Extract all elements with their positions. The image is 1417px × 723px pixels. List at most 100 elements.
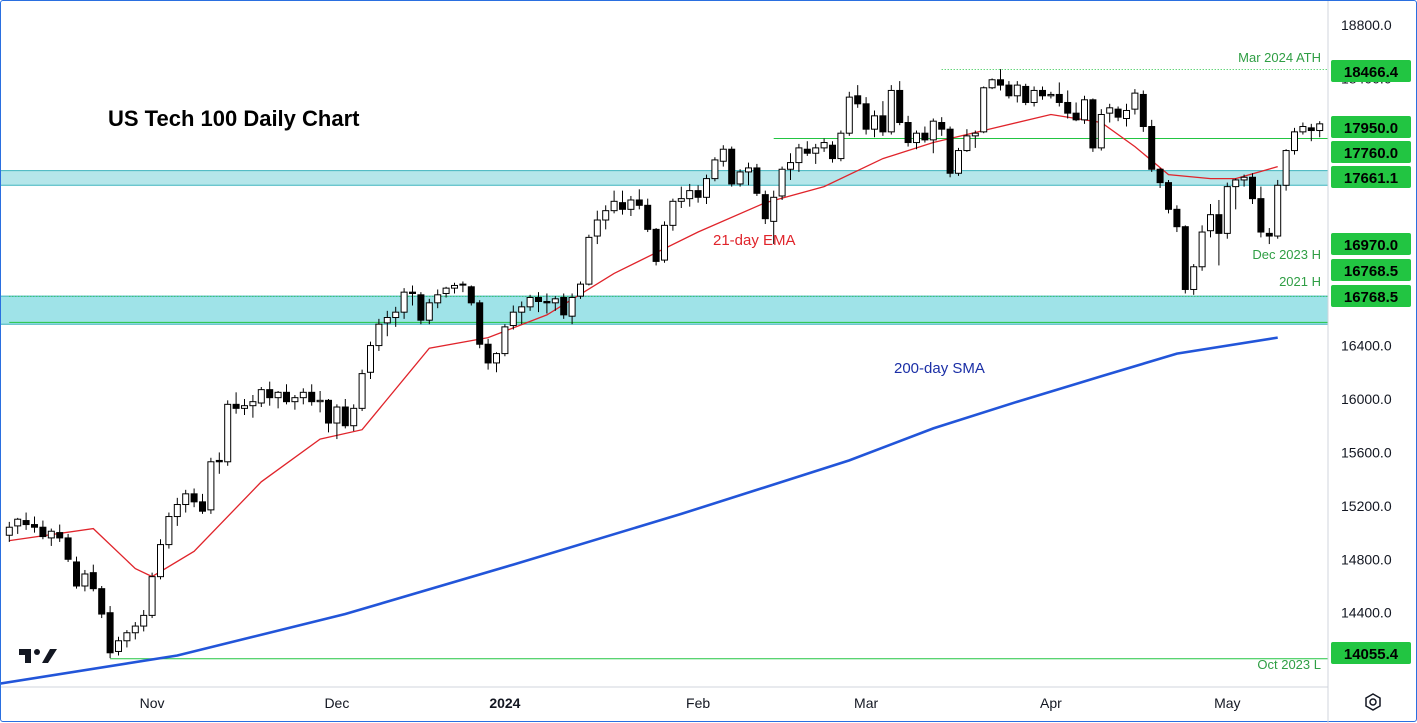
candle[interactable]: [207, 457, 215, 514]
candle[interactable]: [938, 117, 946, 136]
candle[interactable]: [1207, 203, 1214, 238]
candle[interactable]: [1114, 106, 1122, 122]
candle[interactable]: [879, 101, 887, 136]
candle[interactable]: [1055, 82, 1063, 107]
candle[interactable]: [778, 166, 786, 200]
candle[interactable]: [526, 294, 534, 311]
candle[interactable]: [358, 369, 366, 412]
price-tag[interactable]: 16768.5: [1331, 285, 1411, 307]
candle[interactable]: [232, 392, 240, 414]
candle[interactable]: [241, 399, 248, 416]
candle[interactable]: [887, 85, 895, 135]
candle[interactable]: [761, 190, 769, 225]
candle[interactable]: [577, 281, 584, 299]
candle[interactable]: [1299, 122, 1307, 135]
candle[interactable]: [375, 318, 383, 351]
candle[interactable]: [551, 296, 559, 311]
candle[interactable]: [1089, 98, 1097, 152]
candle[interactable]: [215, 452, 223, 474]
price-tag[interactable]: 17760.0: [1331, 141, 1411, 163]
candle[interactable]: [22, 512, 30, 530]
candle[interactable]: [199, 493, 206, 514]
candle[interactable]: [1165, 179, 1172, 214]
candle[interactable]: [619, 190, 626, 215]
candle[interactable]: [98, 586, 106, 619]
candle[interactable]: [1307, 123, 1315, 142]
candle[interactable]: [89, 564, 97, 592]
candle[interactable]: [921, 126, 929, 143]
candle[interactable]: [1047, 91, 1055, 99]
candle[interactable]: [56, 524, 64, 542]
candle[interactable]: [333, 404, 341, 440]
candle[interactable]: [770, 190, 778, 245]
candle[interactable]: [929, 118, 937, 154]
candle[interactable]: [669, 198, 677, 231]
candle[interactable]: [904, 115, 912, 147]
candle[interactable]: [173, 497, 181, 526]
candle[interactable]: [1215, 199, 1223, 266]
candle[interactable]: [585, 234, 593, 286]
candle[interactable]: [1173, 205, 1181, 233]
candle[interactable]: [913, 130, 920, 150]
candle[interactable]: [467, 285, 475, 306]
candle[interactable]: [39, 520, 47, 540]
candle[interactable]: [795, 143, 803, 172]
candle[interactable]: [1282, 149, 1290, 191]
candle[interactable]: [593, 210, 601, 245]
candle[interactable]: [451, 282, 458, 294]
candle[interactable]: [291, 394, 299, 410]
candle[interactable]: [635, 189, 643, 210]
candle[interactable]: [703, 174, 710, 204]
candle[interactable]: [140, 610, 148, 632]
candle[interactable]: [1181, 225, 1189, 294]
price-tag[interactable]: 17950.0: [1331, 116, 1411, 138]
candle[interactable]: [837, 130, 845, 162]
candle[interactable]: [1291, 127, 1298, 155]
candle[interactable]: [736, 169, 744, 187]
candle[interactable]: [383, 310, 391, 337]
price-tag[interactable]: 18466.4: [1331, 60, 1411, 82]
candle[interactable]: [627, 195, 635, 217]
candle[interactable]: [535, 292, 542, 313]
candle[interactable]: [409, 285, 416, 306]
candle[interactable]: [224, 400, 232, 466]
candle[interactable]: [64, 533, 72, 562]
candle[interactable]: [812, 143, 820, 164]
candle[interactable]: [787, 153, 794, 180]
candle[interactable]: [1198, 225, 1206, 271]
candle[interactable]: [745, 162, 752, 186]
candle[interactable]: [1257, 186, 1265, 238]
candle[interactable]: [299, 388, 307, 405]
candle[interactable]: [31, 516, 38, 533]
candle[interactable]: [518, 301, 526, 325]
candle[interactable]: [425, 298, 433, 325]
candle[interactable]: [266, 381, 274, 406]
candle[interactable]: [1097, 109, 1105, 151]
candle[interactable]: [73, 556, 80, 589]
candle[interactable]: [400, 288, 408, 319]
candle[interactable]: [493, 352, 500, 373]
candle[interactable]: [1022, 83, 1030, 106]
gear-icon[interactable]: [1365, 693, 1381, 711]
candle[interactable]: [1072, 102, 1080, 122]
candle[interactable]: [47, 528, 55, 546]
candle[interactable]: [661, 221, 668, 263]
candle[interactable]: [946, 126, 954, 178]
candle[interactable]: [182, 489, 190, 513]
candle[interactable]: [1223, 182, 1231, 239]
candle[interactable]: [106, 606, 114, 659]
candle[interactable]: [81, 569, 89, 592]
candle[interactable]: [568, 293, 576, 325]
candle[interactable]: [283, 384, 290, 405]
candle[interactable]: [316, 390, 324, 413]
candle[interactable]: [1156, 167, 1164, 188]
candle[interactable]: [694, 185, 702, 203]
candle[interactable]: [459, 281, 467, 293]
candle[interactable]: [509, 305, 517, 330]
candle[interactable]: [1106, 103, 1114, 123]
candle[interactable]: [1064, 90, 1072, 119]
price-tag[interactable]: 14055.4: [1331, 642, 1411, 664]
candle[interactable]: [325, 399, 332, 433]
candle[interactable]: [1030, 86, 1038, 107]
candle[interactable]: [896, 81, 904, 126]
